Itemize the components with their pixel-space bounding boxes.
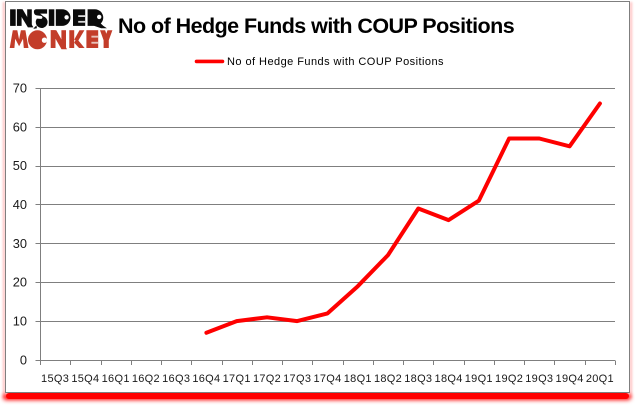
svg-text:17Q3: 17Q3 <box>283 373 311 385</box>
svg-text:16Q2: 16Q2 <box>132 373 160 385</box>
svg-text:10: 10 <box>13 314 27 329</box>
svg-text:17Q4: 17Q4 <box>313 373 341 385</box>
svg-text:19Q2: 19Q2 <box>495 373 523 385</box>
svg-text:50: 50 <box>13 158 27 173</box>
svg-text:18Q1: 18Q1 <box>344 373 372 385</box>
svg-text:18Q4: 18Q4 <box>435 373 463 385</box>
svg-text:18Q3: 18Q3 <box>404 373 432 385</box>
svg-text:17Q1: 17Q1 <box>223 373 251 385</box>
svg-text:40: 40 <box>13 197 27 212</box>
svg-text:70: 70 <box>13 81 27 96</box>
svg-text:30: 30 <box>13 236 27 251</box>
svg-text:19Q1: 19Q1 <box>465 373 493 385</box>
svg-text:19Q4: 19Q4 <box>556 373 584 385</box>
svg-text:18Q2: 18Q2 <box>374 373 402 385</box>
svg-text:19Q3: 19Q3 <box>525 373 553 385</box>
svg-text:60: 60 <box>13 119 27 134</box>
svg-text:16Q3: 16Q3 <box>162 373 190 385</box>
svg-text:17Q2: 17Q2 <box>253 373 281 385</box>
svg-text:16Q4: 16Q4 <box>192 373 220 385</box>
svg-text:20Q1: 20Q1 <box>586 373 614 385</box>
svg-text:15Q3: 15Q3 <box>41 373 69 385</box>
svg-text:15Q4: 15Q4 <box>71 373 99 385</box>
svg-text:16Q1: 16Q1 <box>102 373 130 385</box>
svg-text:20: 20 <box>13 275 27 290</box>
svg-text:0: 0 <box>20 353 27 368</box>
